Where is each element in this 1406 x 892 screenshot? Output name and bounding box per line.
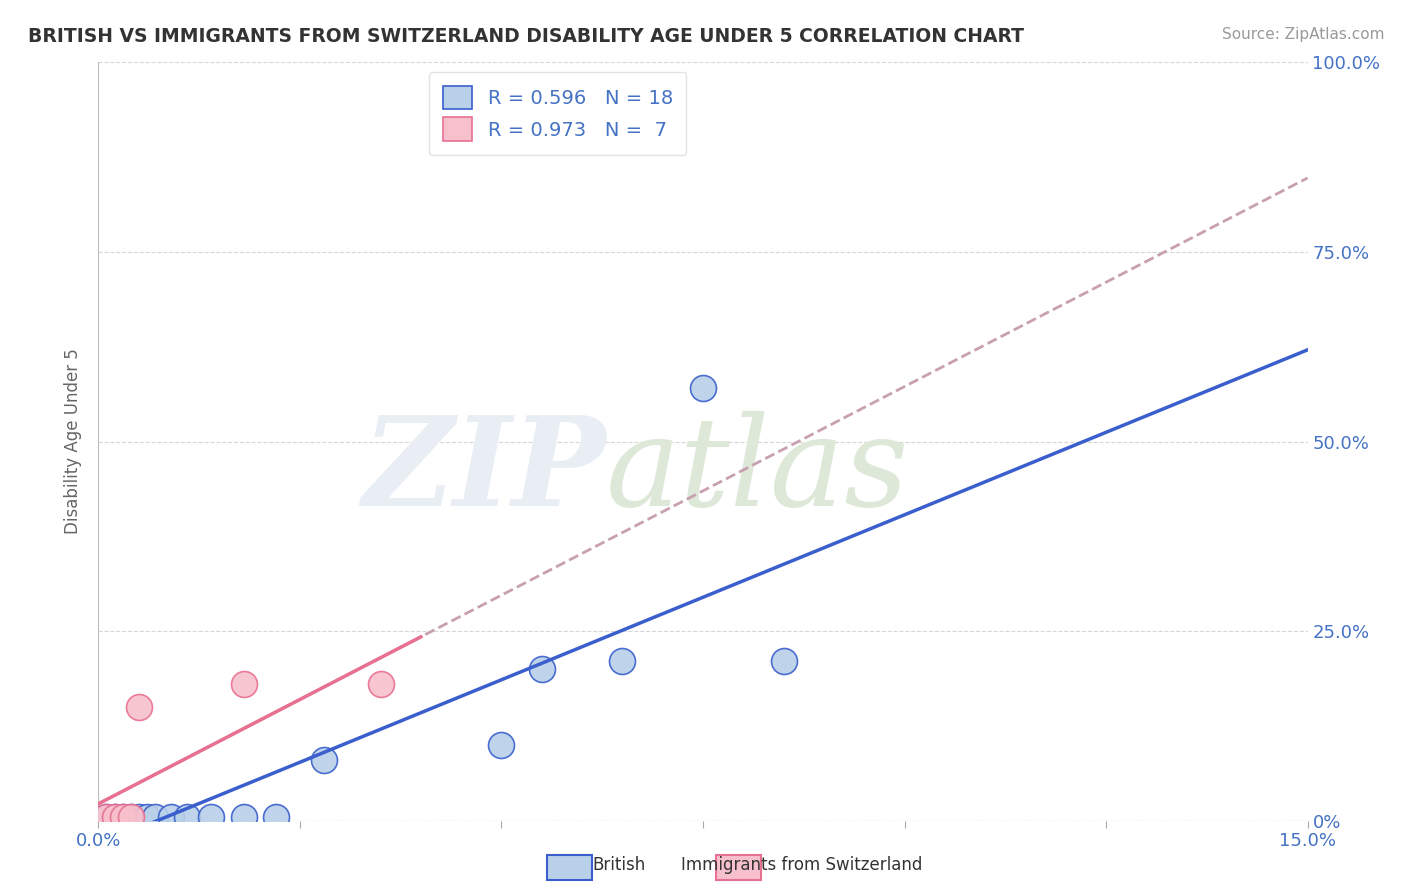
Text: British: British	[592, 855, 645, 873]
Point	[135, 810, 157, 824]
Point	[370, 677, 392, 691]
Point	[176, 810, 198, 824]
Legend: R = 0.596   N = 18, R = 0.973   N =  7: R = 0.596 N = 18, R = 0.973 N = 7	[429, 72, 686, 154]
Point	[111, 810, 134, 824]
Text: BRITISH VS IMMIGRANTS FROM SWITZERLAND DISABILITY AGE UNDER 5 CORRELATION CHART: BRITISH VS IMMIGRANTS FROM SWITZERLAND D…	[28, 27, 1024, 45]
Point	[96, 810, 118, 824]
Point	[491, 738, 513, 752]
Point	[200, 810, 222, 824]
Point	[232, 677, 254, 691]
Text: Source: ZipAtlas.com: Source: ZipAtlas.com	[1222, 27, 1385, 42]
Text: ZIP: ZIP	[363, 411, 606, 533]
Point	[314, 753, 336, 767]
Point	[128, 810, 150, 824]
Point	[264, 810, 287, 824]
Text: atlas: atlas	[606, 411, 910, 533]
FancyBboxPatch shape	[547, 855, 592, 880]
FancyBboxPatch shape	[716, 855, 761, 880]
Y-axis label: Disability Age Under 5: Disability Age Under 5	[65, 349, 83, 534]
Point	[232, 810, 254, 824]
Point	[103, 810, 125, 824]
Point	[96, 810, 118, 824]
Point	[692, 382, 714, 396]
Point	[111, 810, 134, 824]
Text: Immigrants from Switzerland: Immigrants from Switzerland	[681, 855, 922, 873]
Point	[772, 655, 794, 669]
Point	[120, 810, 142, 824]
Point	[143, 810, 166, 824]
Point	[128, 699, 150, 714]
Point	[103, 810, 125, 824]
Point	[530, 662, 553, 676]
Point	[160, 810, 183, 824]
Point	[612, 655, 634, 669]
Point	[120, 810, 142, 824]
